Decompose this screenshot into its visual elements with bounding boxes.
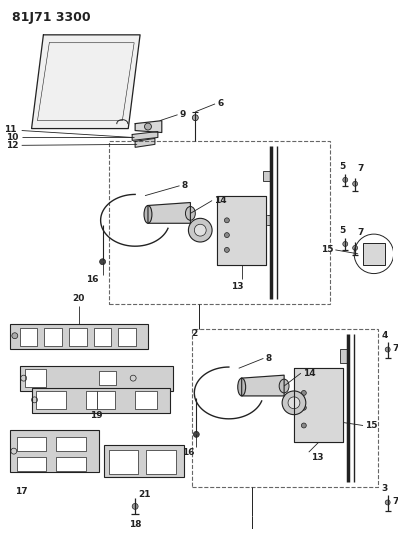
- Text: 21: 21: [138, 490, 150, 499]
- Text: 7: 7: [392, 497, 398, 506]
- Bar: [20, 366, 173, 391]
- Text: 13: 13: [232, 282, 244, 291]
- Bar: [20, 328, 37, 345]
- Text: 16: 16: [86, 275, 99, 284]
- Ellipse shape: [238, 378, 246, 396]
- Circle shape: [301, 391, 306, 395]
- Text: 2: 2: [191, 329, 197, 338]
- Bar: [31, 388, 170, 413]
- Text: 9: 9: [179, 110, 186, 119]
- Polygon shape: [132, 132, 158, 140]
- Bar: [56, 438, 86, 451]
- Text: 14: 14: [303, 369, 316, 378]
- Bar: [363, 243, 385, 265]
- Circle shape: [224, 232, 229, 238]
- Text: 14: 14: [214, 196, 227, 205]
- Bar: [69, 328, 87, 345]
- Polygon shape: [31, 35, 140, 128]
- Bar: [135, 391, 157, 409]
- Bar: [263, 215, 271, 225]
- Polygon shape: [242, 375, 284, 396]
- Text: 5: 5: [339, 161, 345, 171]
- Text: 6: 6: [217, 99, 223, 108]
- Bar: [56, 457, 86, 471]
- Text: 15: 15: [365, 421, 377, 430]
- Text: 17: 17: [15, 487, 27, 496]
- Circle shape: [301, 405, 306, 410]
- Bar: [17, 457, 46, 471]
- Bar: [99, 372, 116, 385]
- Text: 8: 8: [181, 181, 188, 190]
- Bar: [10, 431, 99, 472]
- Circle shape: [192, 115, 198, 120]
- Bar: [103, 445, 184, 477]
- Text: 81J71 3300: 81J71 3300: [12, 11, 90, 23]
- Circle shape: [343, 177, 348, 182]
- Bar: [37, 391, 66, 409]
- Text: 8: 8: [265, 354, 271, 363]
- Polygon shape: [135, 139, 155, 147]
- Circle shape: [12, 333, 18, 338]
- Circle shape: [288, 397, 300, 409]
- Polygon shape: [148, 203, 190, 223]
- Circle shape: [385, 347, 390, 352]
- Bar: [94, 328, 111, 345]
- Bar: [109, 141, 330, 304]
- Circle shape: [188, 219, 212, 242]
- Text: 11: 11: [4, 125, 16, 134]
- Polygon shape: [294, 368, 343, 442]
- Text: 19: 19: [90, 411, 103, 420]
- Bar: [109, 450, 138, 474]
- Text: 15: 15: [321, 245, 334, 254]
- Text: 7: 7: [357, 228, 363, 237]
- Text: 5: 5: [339, 225, 345, 235]
- Text: 10: 10: [6, 133, 18, 142]
- Polygon shape: [217, 196, 266, 265]
- Bar: [17, 438, 46, 451]
- Circle shape: [353, 246, 357, 251]
- Text: 12: 12: [6, 141, 18, 150]
- Text: 3: 3: [382, 484, 388, 493]
- Text: 4: 4: [382, 331, 388, 340]
- Text: 7: 7: [357, 164, 363, 173]
- Bar: [340, 349, 348, 364]
- Circle shape: [193, 431, 199, 438]
- Circle shape: [100, 259, 105, 265]
- Bar: [25, 369, 46, 387]
- Circle shape: [132, 504, 138, 510]
- Circle shape: [194, 224, 206, 236]
- Bar: [263, 171, 271, 181]
- Text: 18: 18: [129, 520, 141, 529]
- Text: 7: 7: [392, 344, 398, 353]
- Circle shape: [301, 423, 306, 428]
- Text: 20: 20: [73, 294, 85, 303]
- Circle shape: [353, 181, 357, 186]
- Ellipse shape: [144, 206, 152, 223]
- Bar: [86, 391, 115, 409]
- Bar: [118, 328, 136, 345]
- Ellipse shape: [185, 206, 195, 220]
- Ellipse shape: [279, 379, 289, 393]
- Circle shape: [224, 247, 229, 252]
- Circle shape: [385, 500, 390, 505]
- Text: 16: 16: [182, 448, 195, 457]
- Bar: [10, 324, 148, 349]
- Bar: [146, 450, 176, 474]
- Circle shape: [282, 391, 306, 415]
- Circle shape: [144, 123, 151, 130]
- Text: 13: 13: [311, 453, 323, 462]
- Bar: [192, 329, 378, 487]
- Bar: [45, 328, 62, 345]
- Circle shape: [343, 241, 348, 246]
- Circle shape: [224, 218, 229, 223]
- Polygon shape: [135, 120, 162, 133]
